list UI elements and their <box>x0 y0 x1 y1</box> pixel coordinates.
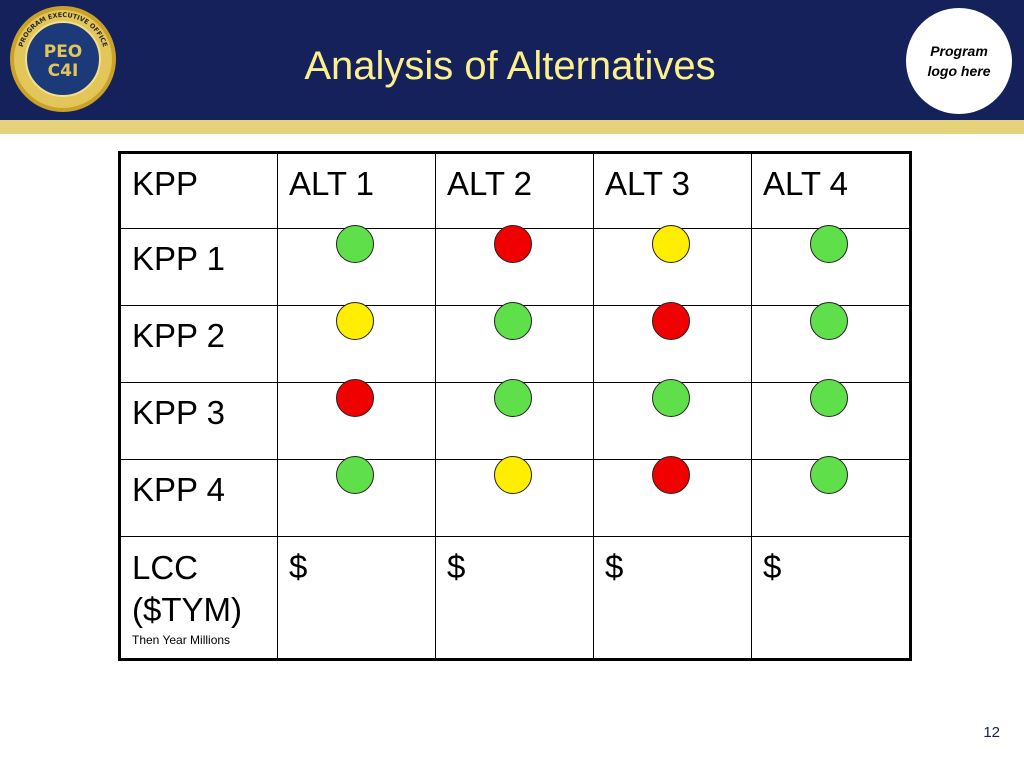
rating-cell <box>277 456 436 537</box>
status-dot-red <box>652 302 690 340</box>
rating-cell <box>435 225 594 306</box>
lcc-label-line1: LCC <box>132 549 199 586</box>
header-cell: ALT 3 <box>593 152 752 229</box>
rating-cell <box>277 225 436 306</box>
rating-cell <box>435 379 594 460</box>
status-dot-red <box>652 456 690 494</box>
table-row: KPP 3 <box>119 379 911 460</box>
rating-cell <box>435 302 594 383</box>
rating-cell <box>277 379 436 460</box>
lcc-value-cell: $ <box>593 536 752 660</box>
row-label-cell: KPP 2 <box>119 305 278 383</box>
status-dot-yellow <box>494 456 532 494</box>
row-label-cell: KPP 1 <box>119 228 278 306</box>
rating-cell <box>277 302 436 383</box>
table-row: KPP 1 <box>119 225 911 306</box>
program-logo-text: Program logo here <box>927 43 991 79</box>
status-dot-red <box>336 379 374 417</box>
rating-cell <box>751 379 911 460</box>
rating-cell <box>593 379 752 460</box>
lcc-value-cell: $ <box>751 536 911 660</box>
rating-cell <box>593 456 752 537</box>
page-number: 12 <box>983 724 1000 741</box>
svg-text:PEO: PEO <box>44 42 83 62</box>
table-row: KPP 2 <box>119 302 911 383</box>
status-dot-green <box>336 456 374 494</box>
status-dot-yellow <box>652 225 690 263</box>
rating-cell <box>593 302 752 383</box>
status-dot-green <box>652 379 690 417</box>
peo-c4i-seal-logo: PROGRAM EXECUTIVE OFFICE PEO C4I <box>10 6 116 112</box>
rating-cell <box>751 225 911 306</box>
svg-text:C4I: C4I <box>48 61 79 81</box>
program-logo-placeholder: Program logo here <box>906 8 1012 114</box>
slide-header <box>0 0 1024 120</box>
lcc-value-cell: $ <box>435 536 594 660</box>
lcc-row: LCC ($TYM) Then Year Millions $ $ $ $ <box>119 536 911 660</box>
header-cell: ALT 4 <box>751 152 911 229</box>
header-cell: ALT 1 <box>277 152 436 229</box>
lcc-sublabel: Then Year Millions <box>132 633 231 647</box>
rating-cell <box>751 302 911 383</box>
rating-cell <box>435 456 594 537</box>
header-gold-stripe <box>0 120 1024 134</box>
status-dot-green <box>494 302 532 340</box>
table-row: KPP 4 <box>119 456 911 537</box>
table-header-row: KPP ALT 1 ALT 2 ALT 3 ALT 4 <box>119 152 911 229</box>
rating-cell <box>593 225 752 306</box>
status-dot-yellow <box>336 302 374 340</box>
status-dot-green <box>810 302 848 340</box>
status-dot-green <box>810 225 848 263</box>
status-dot-red <box>494 225 532 263</box>
status-dot-green <box>494 379 532 417</box>
row-label-cell: KPP 3 <box>119 382 278 460</box>
lcc-value-cell: $ <box>277 536 436 660</box>
lcc-label-cell: LCC ($TYM) Then Year Millions <box>119 536 278 660</box>
row-label-cell: KPP 4 <box>119 459 278 537</box>
status-dot-green <box>810 456 848 494</box>
lcc-label-line2: ($TYM) <box>132 591 242 628</box>
analysis-table: KPP ALT 1 ALT 2 ALT 3 ALT 4 KPP 1 KPP 2 … <box>118 151 912 661</box>
slide-title: Analysis of Alternatives <box>304 44 716 88</box>
header-cell: ALT 2 <box>435 152 594 229</box>
status-dot-green <box>336 225 374 263</box>
status-dot-green <box>810 379 848 417</box>
header-cell: KPP <box>119 152 278 229</box>
rating-cell <box>751 456 911 537</box>
